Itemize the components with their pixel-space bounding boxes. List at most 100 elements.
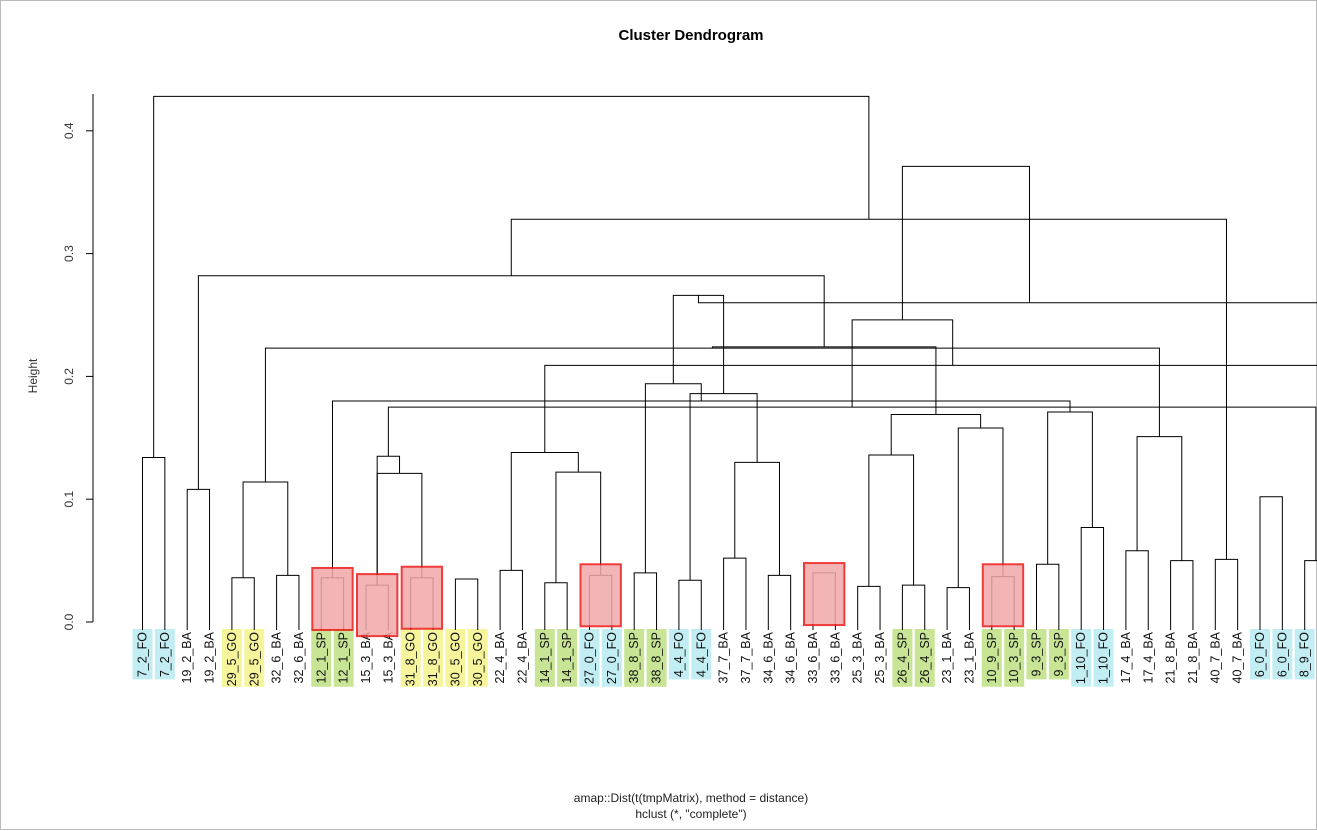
leaf-label-43: 1_10_FO xyxy=(1097,632,1111,684)
leaf-label-3: 19_2_BA xyxy=(203,631,217,683)
dendrogram-link-12 xyxy=(678,579,702,630)
leaf-label-12: 31_8_GO xyxy=(404,632,418,686)
leaf-label-0: 7_2_FO xyxy=(136,632,150,677)
leaf-highlight-21 xyxy=(601,629,622,687)
dendrogram-link-46 xyxy=(851,319,954,408)
leaf-highlight-12 xyxy=(400,629,421,687)
dendrogram-link-37 xyxy=(510,452,579,571)
dendrogram-link-43 xyxy=(689,393,758,581)
dendrogram-link-16 xyxy=(857,585,881,630)
dendrogram-link-22 xyxy=(1125,550,1149,630)
leaf-label-27: 37_7_BA xyxy=(739,631,753,683)
leaf-highlight-0 xyxy=(132,629,153,680)
leaf-highlight-4 xyxy=(221,629,242,687)
leaf-label-9: 12_1_SP xyxy=(337,632,351,683)
leaf-highlight-23 xyxy=(646,629,667,687)
dendrogram-link-47 xyxy=(672,294,725,394)
dendrogram-link-24 xyxy=(1214,558,1239,630)
leaf-label-25: 4_4_FO xyxy=(694,632,708,677)
leaf-highlight-34 xyxy=(892,629,913,687)
leaf-label-26: 37_7_BA xyxy=(717,631,731,683)
leaf-highlight-1 xyxy=(154,629,175,680)
leaf-highlight-18 xyxy=(534,629,555,687)
x-axis-label: amap::Dist(t(tmpMatrix), method = distan… xyxy=(574,791,808,805)
leaf-highlight-52 xyxy=(1294,629,1315,680)
leaf-label-40: 9_3_SP xyxy=(1030,632,1044,676)
leaf-label-35: 26_4_SP xyxy=(918,632,932,683)
dendrogram-link-23 xyxy=(1170,560,1194,630)
leaf-label-24: 4_4_FO xyxy=(672,632,686,677)
dendrogram-link-1 xyxy=(186,488,211,630)
leaf-highlight-51 xyxy=(1272,629,1293,680)
leaf-label-36: 23_1_BA xyxy=(940,631,954,683)
leaf-label-48: 40_7_BA xyxy=(1208,631,1222,683)
leaf-label-50: 6_0_FO xyxy=(1253,632,1267,677)
leaf-label-41: 9_3_SP xyxy=(1052,632,1066,676)
leaf-highlight-14 xyxy=(445,629,466,687)
leaf-label-45: 17_4_BA xyxy=(1141,631,1155,683)
y-tick-label-0: 0.0 xyxy=(62,613,76,630)
leaf-highlight-38 xyxy=(981,629,1002,687)
dendrogram-link-7 xyxy=(454,578,479,630)
leaf-label-30: 33_6_BA xyxy=(806,631,820,683)
highlight-box-0 xyxy=(311,566,354,631)
leaf-highlight-41 xyxy=(1048,629,1069,680)
leaf-label-28: 34_6_BA xyxy=(761,631,775,683)
dendrogram-link-2 xyxy=(231,577,255,630)
y-axis-label: Height xyxy=(26,358,40,393)
dendrogram-link-38 xyxy=(890,413,982,455)
leaf-label-1: 7_2_FO xyxy=(158,632,172,677)
dendrogram-link-36 xyxy=(376,455,401,586)
leaf-label-10: 15_3_BA xyxy=(359,631,373,683)
dendrogram-link-45 xyxy=(711,346,937,415)
dendrogram-link-3 xyxy=(276,574,300,630)
leaf-highlight-24 xyxy=(668,629,689,680)
dendrogram-link-26 xyxy=(1304,560,1317,630)
dendrogram-link-8 xyxy=(499,569,523,630)
leaf-label-31: 33_6_BA xyxy=(828,631,842,683)
dendrogram-link-49 xyxy=(697,295,1317,304)
leaf-label-5: 29_5_GO xyxy=(247,632,261,686)
dendrogram-link-42 xyxy=(544,364,1317,453)
highlight-box-1 xyxy=(356,573,399,638)
leaf-highlight-9 xyxy=(333,629,354,687)
leaf-label-34: 26_4_SP xyxy=(895,632,909,683)
dendrogram-link-21 xyxy=(1080,526,1105,630)
leaf-label-38: 10_9_SP xyxy=(985,632,999,683)
dendrogram-link-14 xyxy=(767,574,792,630)
dendrogram-link-20 xyxy=(1036,563,1060,630)
leaf-highlight-22 xyxy=(624,629,645,687)
leaf-highlight-15 xyxy=(467,629,488,687)
leaf-label-15: 30_5_GO xyxy=(471,632,485,686)
leaf-highlight-13 xyxy=(423,629,444,687)
leaf-label-8: 12_1_SP xyxy=(314,632,328,683)
dendrogram-link-41 xyxy=(387,406,1317,561)
highlight-box-2 xyxy=(400,565,444,630)
leaf-label-42: 1_10_FO xyxy=(1074,632,1088,684)
leaf-label-2: 19_2_BA xyxy=(180,631,194,683)
dendrogram-link-32 xyxy=(868,454,915,587)
leaf-label-49: 40_7_BA xyxy=(1231,631,1245,683)
dendrogram-link-0 xyxy=(142,456,166,630)
dendrogram-link-34 xyxy=(1047,411,1093,565)
leaf-label-16: 22_4_BA xyxy=(493,631,507,683)
leaf-highlight-5 xyxy=(244,629,265,687)
leaf-label-33: 25_3_BA xyxy=(873,631,887,683)
highlight-box-3 xyxy=(579,563,622,628)
leaf-highlight-50 xyxy=(1250,629,1270,680)
dendrogram-link-35 xyxy=(1136,436,1183,561)
leaf-label-4: 29_5_GO xyxy=(225,632,239,686)
leaf-label-23: 38_8_SP xyxy=(650,632,664,683)
leaf-label-13: 31_8_GO xyxy=(426,632,440,686)
y-tick-label-4: 0.4 xyxy=(62,122,76,139)
leaf-highlight-35 xyxy=(914,629,935,687)
leaf-highlight-25 xyxy=(691,629,712,680)
dendrogram-link-18 xyxy=(946,587,970,630)
dendrogram-link-52 xyxy=(153,95,870,458)
method-label: hclust (*, "complete") xyxy=(635,807,746,821)
leaf-label-22: 38_8_SP xyxy=(627,632,641,683)
dendrogram-link-13 xyxy=(723,557,747,630)
highlight-box-4 xyxy=(803,562,846,627)
leaf-label-19: 14_1_SP xyxy=(560,632,574,683)
leaf-label-6: 32_6_BA xyxy=(270,631,284,683)
